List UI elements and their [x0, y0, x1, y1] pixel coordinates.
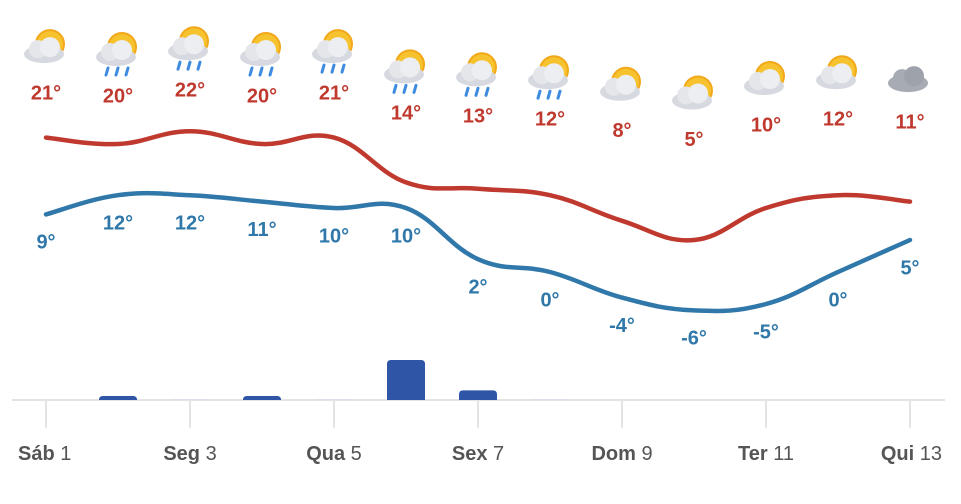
- weather-icon: [816, 55, 857, 90]
- rain-drop: [464, 86, 470, 97]
- x-tick-label: Ter 11: [738, 443, 794, 465]
- rain-drop: [484, 86, 490, 97]
- rain-drop: [248, 66, 254, 77]
- cloud: [328, 37, 348, 58]
- weather-icon: [312, 29, 353, 74]
- rain-drop: [268, 66, 274, 77]
- cloud: [832, 63, 852, 84]
- temp-label: 0°: [828, 289, 847, 311]
- weather-icon: [456, 52, 497, 97]
- cloud: [472, 60, 492, 81]
- weather-icon: [168, 26, 209, 71]
- cloud: [400, 57, 420, 78]
- temp-label: 10°: [751, 114, 781, 136]
- cloud: [616, 74, 636, 95]
- temp-label: -5°: [753, 321, 779, 343]
- weather-icon: [96, 32, 137, 77]
- temp-label: 0°: [540, 289, 559, 311]
- cloud: [544, 63, 564, 84]
- x-tick-label: Seg 3: [163, 443, 216, 465]
- precip-bar: [243, 396, 281, 400]
- precip-bar: [171, 399, 209, 400]
- temp-label: 12°: [823, 108, 853, 130]
- cloud: [256, 40, 276, 60]
- weather-icon: [600, 66, 641, 101]
- temp-label: 12°: [103, 212, 133, 234]
- temp-label: 14°: [391, 103, 421, 125]
- cloud: [184, 34, 204, 55]
- cloud: [904, 66, 924, 87]
- rain-drop: [186, 60, 192, 71]
- temp-label: 22°: [175, 79, 205, 101]
- temp-label: 13°: [463, 106, 493, 128]
- rain-drop: [320, 63, 326, 74]
- rain-drop: [402, 83, 408, 94]
- weather-icon: [528, 55, 569, 100]
- cloud: [112, 40, 132, 60]
- rain-drop: [196, 60, 202, 71]
- temp-label: -6°: [681, 328, 707, 350]
- temp-label: 21°: [319, 82, 349, 104]
- temp-line: [43, 190, 913, 314]
- rain-drop: [536, 89, 542, 100]
- weather-icon: [744, 61, 785, 95]
- temp-label: 5°: [684, 129, 703, 151]
- weather-icon: [24, 29, 65, 64]
- temp-label: 12°: [175, 212, 205, 234]
- x-tick-label: Sex 7: [452, 443, 504, 465]
- x-tick-label: Sáb 1: [18, 443, 71, 465]
- temp-label: 2°: [468, 276, 487, 298]
- temp-label: 5°: [900, 257, 919, 279]
- temp-label: -4°: [609, 315, 635, 337]
- rain-drop: [392, 83, 398, 94]
- precip-bar: [459, 390, 497, 400]
- rain-drop: [114, 66, 120, 77]
- temp-label: 21°: [31, 82, 61, 104]
- temp-label: 9°: [36, 232, 55, 254]
- precip-bar: [99, 396, 137, 400]
- x-tick-label: Qui 13: [881, 443, 942, 465]
- rain-drop: [546, 89, 552, 100]
- temp-line: [43, 128, 913, 243]
- temp-label: 20°: [247, 85, 277, 107]
- temp-label: 10°: [391, 225, 421, 247]
- cloud: [688, 83, 708, 104]
- temp-label: 10°: [319, 225, 349, 247]
- rain-drop: [176, 60, 182, 71]
- rain-drop: [556, 89, 562, 100]
- weather-icon: [240, 32, 281, 77]
- rain-drop: [124, 66, 130, 77]
- temp-label: 11°: [247, 219, 276, 241]
- weather-icon: [672, 75, 713, 110]
- rain-drop: [330, 63, 336, 74]
- x-tick-label: Dom 9: [591, 443, 652, 465]
- rain-drop: [104, 66, 110, 77]
- x-tick-label: Qua 5: [306, 443, 362, 465]
- weather-icon: [384, 49, 425, 94]
- rain-drop: [258, 66, 264, 77]
- precip-bar: [531, 399, 569, 400]
- temp-label: 8°: [612, 120, 631, 142]
- precip-bar: [315, 399, 353, 400]
- temp-label: 20°: [103, 85, 133, 107]
- temp-label: 12°: [535, 108, 565, 130]
- precip-bar: [387, 360, 425, 400]
- rain-drop: [474, 86, 480, 97]
- temp-label: 11°: [895, 111, 924, 133]
- cloud: [40, 37, 60, 58]
- weather-icon: [888, 66, 928, 93]
- cloud: [760, 69, 780, 89]
- rain-drop: [412, 83, 418, 94]
- rain-drop: [340, 63, 346, 74]
